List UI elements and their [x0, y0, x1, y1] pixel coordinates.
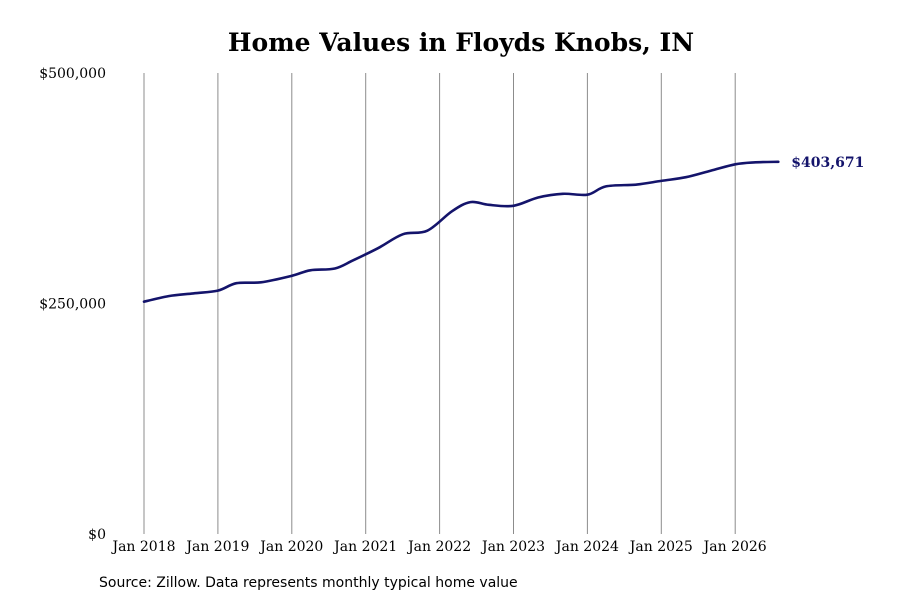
x-tick-label: Jan 2019	[184, 539, 249, 555]
series-line	[142, 160, 780, 303]
x-axis-tick-labels: Jan 2018 Jan 2019 Jan 2020 Jan 2021 Jan 2022…	[110, 539, 766, 555]
y-tick-label: $250,000	[39, 297, 106, 313]
gridlines	[143, 73, 736, 534]
series-lines	[142, 160, 780, 303]
x-tick-label: Jan 2026	[702, 539, 767, 555]
x-tick-label: Jan 2023	[480, 539, 545, 555]
y-axis-tick-labels: $0 $250,000 $500,000	[39, 66, 106, 543]
end-value-label: $403,671	[791, 155, 864, 171]
x-tick-label: Jan 2024	[554, 539, 619, 555]
y-tick-label: $0	[88, 527, 106, 543]
x-tick-label: Jan 2025	[628, 539, 693, 555]
x-tick-label: Jan 2020	[258, 539, 323, 555]
chart-title: Home Values in Floyds Knobs, IN	[228, 28, 694, 57]
x-tick-label: Jan 2022	[406, 539, 471, 555]
x-tick-label: Jan 2018	[110, 539, 175, 555]
y-tick-label: $500,000	[39, 66, 106, 82]
x-tick-label: Jan 2021	[332, 539, 397, 555]
source-note: Source: Zillow. Data represents monthly …	[99, 575, 518, 591]
